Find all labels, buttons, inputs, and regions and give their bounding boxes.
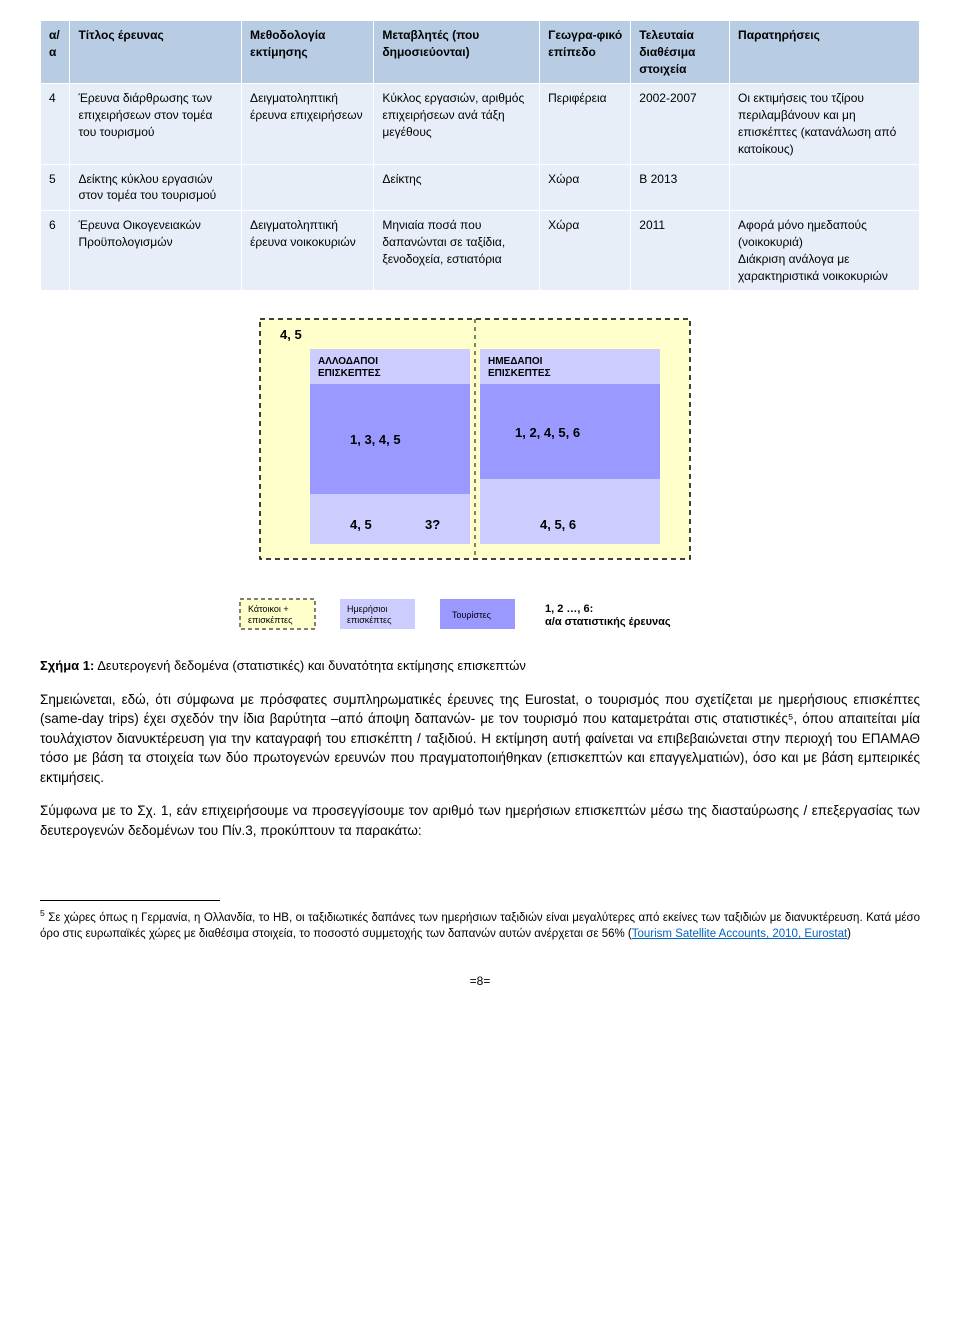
- col-title: Τίτλος έρευνας: [70, 21, 242, 84]
- svg-text:επισκέπτες: επισκέπτες: [248, 615, 293, 625]
- cell: Περιφέρεια: [540, 84, 631, 164]
- cell: Χώρα: [540, 164, 631, 211]
- caption-prefix: Σχήμα 1:: [40, 658, 94, 673]
- cell: Δείκτης: [374, 164, 540, 211]
- svg-text:3?: 3?: [425, 517, 440, 532]
- caption-text: Δευτερογενή δεδομένα (στατιστικές) και δ…: [94, 658, 526, 673]
- svg-text:ΕΠΙΣΚΕΠΤΕΣ: ΕΠΙΣΚΕΠΤΕΣ: [488, 368, 551, 379]
- paragraph-1: Σημειώνεται, εδώ, ότι σύμφωνα με πρόσφατ…: [40, 690, 920, 788]
- svg-text:1, 3, 4, 5: 1, 3, 4, 5: [350, 432, 401, 447]
- svg-text:ΑΛΛΟΔΑΠΟΙ: ΑΛΛΟΔΑΠΟΙ: [318, 356, 378, 367]
- cell: 2011: [631, 211, 730, 291]
- table-row: 6 Έρευνα Οικογενειακών Προϋπολογισμών Δε…: [41, 211, 920, 291]
- table-row: 5 Δείκτης κύκλου εργασιών στον τομέα του…: [41, 164, 920, 211]
- page-number: =8=: [40, 973, 920, 990]
- svg-text:4, 5: 4, 5: [280, 327, 302, 342]
- col-meth: Μεθοδολογία εκτίμησης: [242, 21, 374, 84]
- svg-text:επισκέπτες: επισκέπτες: [347, 615, 392, 625]
- col-aa: α/α: [41, 21, 70, 84]
- col-last: Τελευταία διαθέσιμα στοιχεία: [631, 21, 730, 84]
- col-vars: Μεταβλητές (που δημοσιεύονται): [374, 21, 540, 84]
- footnote-text-b: ): [847, 928, 851, 940]
- diagram-figure: 4, 5ΑΛΛΟΔΑΠΟΙΕΠΙΣΚΕΠΤΕΣΗΜΕΔΑΠΟΙΕΠΙΣΚΕΠΤΕ…: [40, 309, 920, 649]
- svg-text:1, 2, 4, 5, 6: 1, 2, 4, 5, 6: [515, 425, 580, 440]
- svg-text:α/α στατιστικής έρευνας: α/α στατιστικής έρευνας: [545, 616, 671, 628]
- cell: 2002-2007: [631, 84, 730, 164]
- cell: Οι εκτιμήσεις του τζίρου περιλαμβάνουν κ…: [730, 84, 920, 164]
- col-notes: Παρατηρήσεις: [730, 21, 920, 84]
- cell: Δείκτης κύκλου εργασιών στον τομέα του τ…: [70, 164, 242, 211]
- cell: Αφορά μόνο ημεδαπούς (νοικοκυριά) Διάκρι…: [730, 211, 920, 291]
- svg-text:1, 2 …, 6:: 1, 2 …, 6:: [545, 603, 593, 615]
- cell: 5: [41, 164, 70, 211]
- svg-text:Τουρίστες: Τουρίστες: [452, 610, 492, 620]
- figure-caption: Σχήμα 1: Δευτερογενή δεδομένα (στατιστικ…: [40, 657, 920, 675]
- cell: Έρευνα Οικογενειακών Προϋπολογισμών: [70, 211, 242, 291]
- data-table: α/α Τίτλος έρευνας Μεθοδολογία εκτίμησης…: [40, 20, 920, 291]
- svg-text:4, 5, 6: 4, 5, 6: [540, 517, 576, 532]
- cell: Δειγματοληπτική έρευνα επιχειρήσεων: [242, 84, 374, 164]
- svg-text:ΗΜΕΔΑΠΟΙ: ΗΜΕΔΑΠΟΙ: [488, 356, 543, 367]
- svg-text:4, 5: 4, 5: [350, 517, 372, 532]
- footnote-link[interactable]: Tourism Satellite Accounts, 2010, Eurost…: [632, 928, 847, 940]
- diagram-svg: 4, 5ΑΛΛΟΔΑΠΟΙΕΠΙΣΚΕΠΤΕΣΗΜΕΔΑΠΟΙΕΠΙΣΚΕΠΤΕ…: [200, 309, 760, 649]
- cell: 4: [41, 84, 70, 164]
- cell: [242, 164, 374, 211]
- footnote: 5 Σε χώρες όπως η Γερμανία, η Ολλανδία, …: [40, 907, 920, 942]
- svg-text:Κάτοικοι +: Κάτοικοι +: [248, 604, 289, 614]
- paragraph-2: Σύμφωνα με το Σχ. 1, εάν επιχειρήσουμε ν…: [40, 801, 920, 840]
- cell: Δειγματοληπτική έρευνα νοικοκυριών: [242, 211, 374, 291]
- cell: Μηνιαία ποσά που δαπανώνται σε ταξίδια, …: [374, 211, 540, 291]
- table-header-row: α/α Τίτλος έρευνας Μεθοδολογία εκτίμησης…: [41, 21, 920, 84]
- cell: Κύκλος εργασιών, αριθμός επιχειρήσεων αν…: [374, 84, 540, 164]
- svg-text:Ημερήσιοι: Ημερήσιοι: [347, 604, 387, 614]
- cell: Έρευνα διάρθρωσης των επιχειρήσεων στον …: [70, 84, 242, 164]
- cell: 6: [41, 211, 70, 291]
- cell: Χώρα: [540, 211, 631, 291]
- svg-text:ΕΠΙΣΚΕΠΤΕΣ: ΕΠΙΣΚΕΠΤΕΣ: [318, 368, 381, 379]
- col-geo: Γεωγρα-φικό επίπεδο: [540, 21, 631, 84]
- cell: [730, 164, 920, 211]
- footnote-separator: [40, 900, 220, 901]
- cell: Β 2013: [631, 164, 730, 211]
- table-row: 4 Έρευνα διάρθρωσης των επιχειρήσεων στο…: [41, 84, 920, 164]
